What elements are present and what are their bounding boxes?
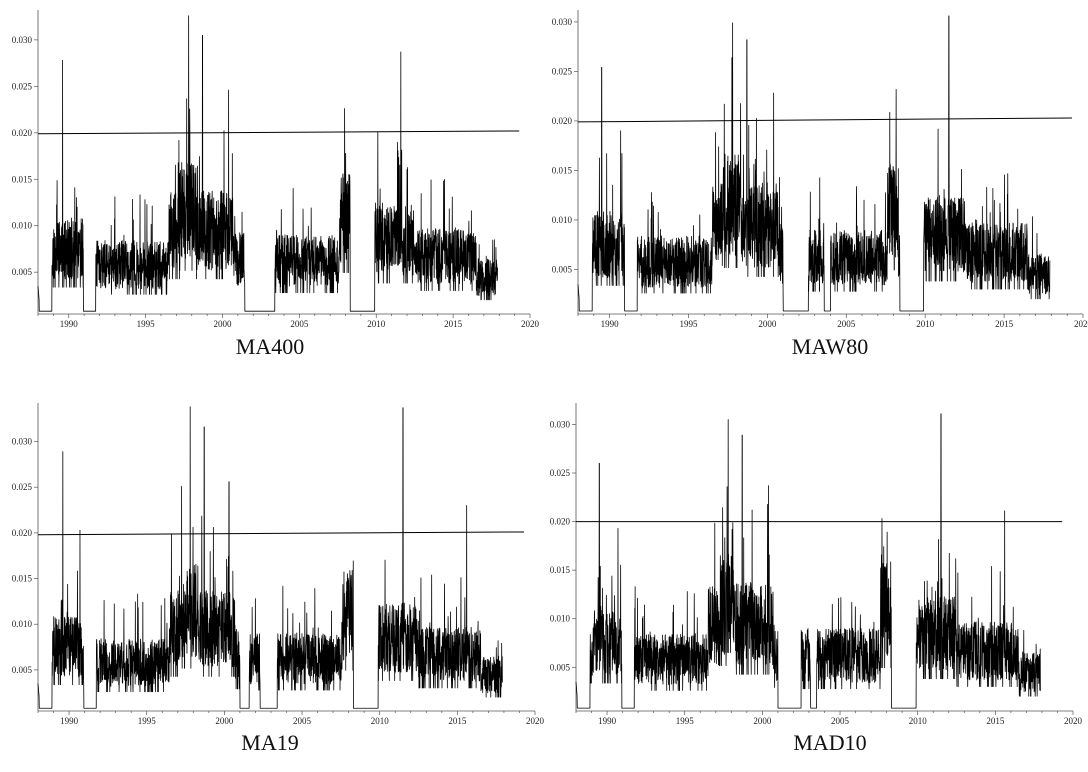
x-tick-label-2010: 2010 <box>371 716 390 726</box>
x-tick-label-2020: 2020 <box>526 716 545 726</box>
y-tick-label-0.030: 0.030 <box>12 437 33 447</box>
y-tick-label-0.015: 0.015 <box>12 174 33 184</box>
x-tick-label-2020: 2020 <box>521 319 540 329</box>
x-tick-label-2005: 2005 <box>837 319 856 329</box>
x-tick-label-2005: 2005 <box>293 716 312 726</box>
y-tick-label-0.010: 0.010 <box>12 619 33 629</box>
y-tick-label-0.025: 0.025 <box>12 81 33 91</box>
x-tick-label-1990: 1990 <box>60 319 79 329</box>
x-tick-label-1995: 1995 <box>676 716 695 726</box>
y-tick-label-0.020: 0.020 <box>550 517 571 527</box>
x-tick-label-1995: 1995 <box>138 716 157 726</box>
x-tick-label-1995: 1995 <box>137 319 156 329</box>
x-tick-label-2010: 2010 <box>916 319 935 329</box>
chart-panel-maw80: 1990 1995 2000 2005 2010 2015 2020 0.005 0.010 0.… <box>545 0 1088 375</box>
x-tick-label-2010: 2010 <box>367 319 386 329</box>
threshold-line-ma19 <box>37 531 525 536</box>
y-tick-label-0.025: 0.025 <box>552 66 573 76</box>
chart-caption-maw80: MAW80 <box>791 334 869 359</box>
y-tick-label-0.010: 0.010 <box>552 215 573 225</box>
chart-panel-mad10: 1990 1995 2000 2005 2010 2015 2020 0.005 0.010 0.… <box>545 395 1088 772</box>
x-tick-label-1990: 1990 <box>60 716 79 726</box>
x-tick-label-2015: 2015 <box>444 319 463 329</box>
x-tick-label-1990: 1990 <box>601 319 620 329</box>
y-tick-label-0.025: 0.025 <box>550 468 571 478</box>
x-tick-label-2020: 2020 <box>1074 319 1088 329</box>
chart-panel-ma19: 1990 1995 2000 2005 2010 2015 2020 0.005 0.010 0.… <box>0 395 545 772</box>
series-line-maw80 <box>577 15 1051 312</box>
y-tick-label-0.030: 0.030 <box>12 35 33 45</box>
y-tick-label-0.010: 0.010 <box>12 221 33 231</box>
chart-svg-maw80: 1990 1995 2000 2005 2010 2015 2020 0.005 0.010 0.… <box>552 10 1088 329</box>
y-tick-label-0.025: 0.025 <box>12 482 33 492</box>
x-tick-label-2005: 2005 <box>290 319 309 329</box>
y-tick-label-0.015: 0.015 <box>552 165 573 175</box>
x-tick-label-2010: 2010 <box>909 716 928 726</box>
series-line-mad10 <box>575 413 1041 709</box>
y-tick-label-0.030: 0.030 <box>552 17 573 27</box>
chart-caption-ma19: MA19 <box>241 730 299 755</box>
x-tick-label-2015: 2015 <box>448 716 467 726</box>
y-tick-label-0.005: 0.005 <box>12 665 33 675</box>
x-tick-label-2000: 2000 <box>753 716 772 726</box>
chart-svg-ma400: 1990 1995 2000 2005 2010 2015 2020 0.005 0.010 0.… <box>12 10 540 329</box>
x-tick-label-2000: 2000 <box>215 716 234 726</box>
threshold-line-maw80 <box>577 117 1072 123</box>
chart-svg-ma19: 1990 1995 2000 2005 2010 2015 2020 0.005 0.010 0.… <box>12 403 545 726</box>
x-tick-label-1995: 1995 <box>679 319 698 329</box>
y-tick-label-0.020: 0.020 <box>552 116 573 126</box>
y-tick-label-0.020: 0.020 <box>12 528 33 538</box>
y-tick-label-0.005: 0.005 <box>550 662 571 672</box>
y-tick-label-0.020: 0.020 <box>12 128 33 138</box>
x-tick-label-2005: 2005 <box>831 716 850 726</box>
x-tick-label-1990: 1990 <box>598 716 617 726</box>
x-tick-label-2020: 2020 <box>1064 716 1083 726</box>
chart-svg-mad10: 1990 1995 2000 2005 2010 2015 2020 0.005 0.010 0.… <box>550 403 1083 726</box>
x-tick-label-2000: 2000 <box>758 319 777 329</box>
x-tick-label-2000: 2000 <box>214 319 233 329</box>
series-line-ma19 <box>37 406 503 709</box>
y-tick-label-0.015: 0.015 <box>12 574 33 584</box>
x-tick-label-2015: 2015 <box>986 716 1005 726</box>
chart-caption-ma400: MA400 <box>235 334 305 359</box>
chart-caption-mad10: MAD10 <box>793 730 867 755</box>
y-tick-label-0.015: 0.015 <box>550 565 571 575</box>
chart-panel-ma400: 1990 1995 2000 2005 2010 2015 2020 0.005 0.010 0.… <box>0 0 540 375</box>
threshold-line-ma400 <box>37 130 520 135</box>
series-line-ma400 <box>37 15 498 312</box>
y-tick-label-0.030: 0.030 <box>550 419 571 429</box>
y-tick-label-0.005: 0.005 <box>12 267 33 277</box>
y-tick-label-0.005: 0.005 <box>552 264 573 274</box>
x-tick-label-2015: 2015 <box>995 319 1014 329</box>
y-tick-label-0.010: 0.010 <box>550 614 571 624</box>
